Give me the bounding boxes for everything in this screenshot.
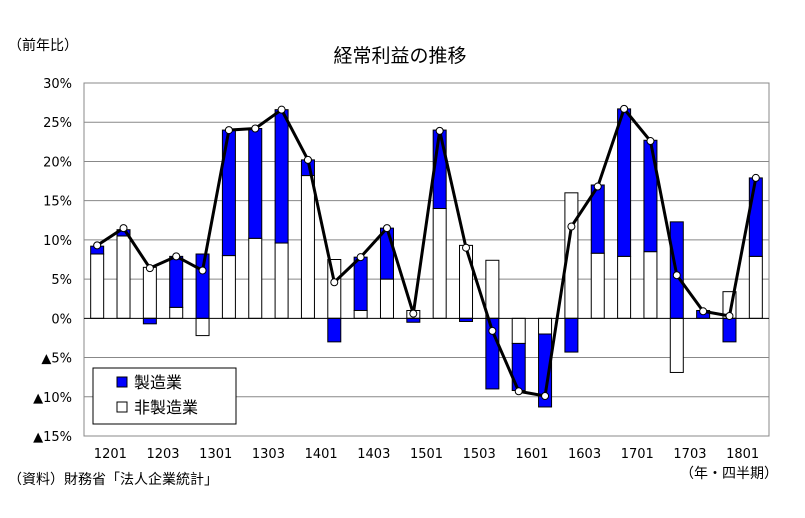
total-line-point [751,173,760,182]
bar-manufacturing [142,317,157,325]
total-line-point [330,278,339,287]
x-tick-label: 1201 [94,447,127,462]
x-tick-label: 1203 [146,447,179,462]
bar-manufacturing [353,256,368,311]
bar-non-manufacturing [643,251,658,319]
x-axis-label: （年・四半期） [680,466,778,482]
total-line-point [567,222,576,231]
y-tick-label: ▲5% [41,352,72,367]
y-tick-label: ▲10% [33,391,72,406]
total-line-point [119,224,128,233]
total-line-point [593,182,602,191]
total-line-point [251,124,260,133]
bar-non-manufacturing [221,255,236,319]
bar-non-manufacturing [248,237,263,319]
bar-non-manufacturing [353,309,368,319]
bar-manufacturing [538,333,553,408]
bar-manufacturing [248,127,263,239]
x-tick-label: 1401 [305,447,338,462]
y-tick-label: 15% [43,195,72,210]
total-line-point [382,224,391,233]
x-tick-label: 1703 [673,447,706,462]
x-tick-label: 1503 [463,447,496,462]
bar-non-manufacturing [195,317,210,337]
x-tick-label: 1601 [515,447,548,462]
total-line-point [488,326,497,335]
y-tick-label: 0% [51,312,72,327]
y-tick-label: 5% [51,273,72,288]
total-line-point [409,309,418,318]
y-axis-label: （前年比） [8,37,78,54]
bar-manufacturing [379,227,394,280]
total-line-path [96,105,758,398]
total-line-point [672,271,681,280]
source-note: （資料）財務省「法人企業統計」 [8,471,218,488]
y-tick-label: 20% [43,155,72,170]
x-tick-label: 1801 [726,447,759,462]
bar-manufacturing [748,177,763,257]
bar-non-manufacturing [274,242,289,319]
y-tick-label: 25% [43,116,72,131]
total-line-point [646,137,655,146]
legend-label-manufacturing: 製造業 [134,373,182,392]
bar-non-manufacturing [459,244,474,319]
bar-manufacturing [564,317,579,353]
legend-label-non-manufacturing: 非製造業 [134,398,198,417]
x-tick-label: 1701 [621,447,654,462]
x-tick-label: 1303 [252,447,285,462]
bar-non-manufacturing [116,235,131,319]
total-line-point [303,155,312,164]
bar-non-manufacturing [511,317,526,344]
bar-non-manufacturing [432,208,447,319]
total-line-point [93,241,102,250]
bar-non-manufacturing [617,255,632,319]
total-line [93,104,760,400]
bar-non-manufacturing [669,317,684,373]
chart-title: 経常利益の推移 [333,45,466,67]
total-line-point [224,126,233,135]
bar-non-manufacturing [590,252,605,319]
y-tick-label: 10% [43,234,72,249]
bar-non-manufacturing [485,259,500,319]
x-tick-label: 1603 [568,447,601,462]
y-tick-label: 30% [43,77,72,92]
bar-non-manufacturing [169,306,184,319]
total-line-point [725,311,734,320]
bar-manufacturing [406,317,421,323]
bar-manufacturing [327,317,342,343]
total-line-point [699,307,708,316]
y-axis-ticks: 30% 25% 20% 15% 10% 5% 0% ▲5% ▲10% ▲15% [33,77,72,445]
y-tick-label: ▲15% [33,430,72,445]
bar-manufacturing [274,109,289,244]
bar-non-manufacturing [748,255,763,319]
bar-manufacturing [617,108,632,257]
bar-non-manufacturing [538,317,553,335]
bar-non-manufacturing [300,175,315,319]
total-line-point [462,243,471,252]
total-line-point [541,391,550,400]
legend: 製造業 非製造業 [92,367,237,425]
total-line-point [620,104,629,113]
x-axis-ticks: 1201 1203 1301 1303 1401 1403 1501 1503 1601 1603… [94,447,759,462]
bar-non-manufacturing [142,266,157,319]
legend-swatch-non-manufacturing [116,401,128,413]
bar-non-manufacturing [90,253,105,319]
total-line-point [435,126,444,135]
x-tick-label: 1403 [357,447,390,462]
bar-non-manufacturing [379,278,394,319]
x-tick-label: 1301 [199,447,232,462]
total-line-point [198,266,207,275]
legend-swatch-manufacturing [116,376,128,388]
total-line-point [514,387,523,396]
bar-non-manufacturing [327,259,342,319]
total-line-point [145,264,154,273]
total-line-point [356,253,365,262]
total-line-point [277,105,286,114]
total-line-point [172,252,181,261]
bar-manufacturing [169,255,184,308]
x-tick-label: 1501 [410,447,443,462]
bar-manufacturing [722,317,737,343]
